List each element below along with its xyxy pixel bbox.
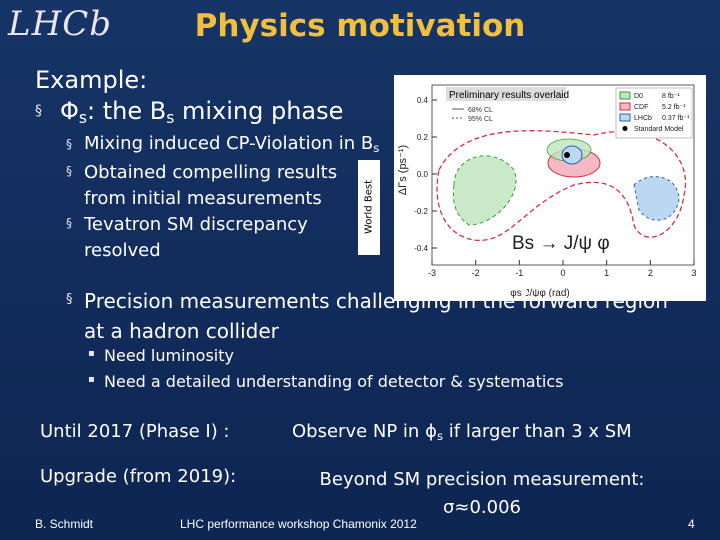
text: if larger than 3 x SM <box>443 421 632 442</box>
bullet: ▪ <box>88 348 95 359</box>
y-tick-label: 0.2 <box>417 133 429 142</box>
banner-bg <box>446 87 566 101</box>
text: s <box>373 140 380 155</box>
x-tick-label: 1 <box>604 268 609 278</box>
goal-what: Observe NP in ϕs if larger than 3 x SM <box>292 421 632 443</box>
y-tick-label: 0.4 <box>417 96 429 105</box>
y-tick-label: 0.0 <box>417 170 429 179</box>
channel-label: Bs → J/ψ φ <box>512 233 610 254</box>
sub-bullet: Obtained compelling results from initial… <box>84 162 338 209</box>
goal-when: Upgrade (from 2019): <box>40 466 237 487</box>
legend-marker <box>622 126 628 131</box>
contour <box>633 176 680 221</box>
text: : the B <box>87 97 167 125</box>
sub-bullet: Mixing induced CP-Violation in Bs <box>84 133 379 155</box>
legend-lumi: 8 fb⁻¹ <box>662 93 680 100</box>
legend: D0 8 fb⁻¹ CDF 5.2 fb⁻¹ LHCb 0.37 fb⁻¹ Standard… <box>619 91 690 133</box>
y-tick-label: -0.4 <box>414 244 428 253</box>
legend-label: Standard Model <box>634 126 684 133</box>
x-tick-label: -2 <box>472 268 480 278</box>
x-axis-label: φs J/ψφ (rad) <box>510 288 570 299</box>
legend-label: LHCb <box>634 115 652 122</box>
banner: Preliminary results overlaid <box>449 90 569 101</box>
cl-label: 95% CL <box>468 116 493 123</box>
ticks: 0.4 0.2 0.0 -0.2 -0.4 -3 -2 -1 0 1 2 3 <box>414 96 696 278</box>
logo: LHCb <box>8 4 113 44</box>
x-tick-label: 0 <box>560 268 565 278</box>
sm-marker <box>564 152 570 158</box>
bullet: § <box>35 103 42 119</box>
x-tick-label: 3 <box>691 268 696 278</box>
page-number: 4 <box>688 517 695 531</box>
bullet: § <box>66 292 73 307</box>
legend-lumi: 0.37 fb⁻¹ <box>662 115 690 122</box>
side-label-box: World Best <box>358 160 380 255</box>
legend-lumi: 5.2 fb⁻¹ <box>662 104 686 111</box>
legend-swatch <box>619 91 631 100</box>
y-axis-label: ΔΓs (ps⁻¹) <box>397 145 409 195</box>
x-tick-label: 2 <box>648 268 653 278</box>
legend-swatch <box>619 113 631 122</box>
text: s <box>78 108 88 127</box>
bullet: ▪ <box>88 374 95 385</box>
example-heading: Example: <box>35 66 148 94</box>
topic: Φs: the Bs mixing phase <box>60 97 343 127</box>
cl-label: 68% CL <box>468 107 493 114</box>
goal-what: Beyond SM precision measurement: σ≈0.006 <box>319 469 645 518</box>
side-label: World Best <box>363 180 375 234</box>
x-tick-label: -3 <box>428 268 436 278</box>
text: Observe NP in ϕ <box>292 421 437 442</box>
footer-author: B. Schmidt <box>35 517 94 531</box>
legend-label: D0 <box>634 93 643 100</box>
y-tick-label: -0.2 <box>414 207 428 216</box>
sub-bullet: Tevatron SM discrepancy resolved <box>84 214 308 261</box>
slide-title: Physics motivation <box>194 8 526 44</box>
text: Φ <box>60 97 79 125</box>
text: s <box>166 108 175 127</box>
goal-when: Until 2017 (Phase I) : <box>40 421 230 442</box>
main-bullet: Precision measurements challenging in th… <box>84 289 668 343</box>
text: mixing phase <box>174 97 344 125</box>
small-bullet: Need luminosity <box>104 346 234 365</box>
contour <box>452 155 517 226</box>
bullet: § <box>66 137 72 151</box>
bullet: § <box>66 216 72 230</box>
small-bullet: Need a detailed understanding of detecto… <box>104 372 564 391</box>
text: s <box>436 428 444 443</box>
legend-swatch <box>619 102 631 111</box>
figure: Preliminary results overlaid 68% CL 95% … <box>394 75 706 301</box>
legend-label: CDF <box>634 104 648 111</box>
text: Mixing induced CP-Violation in B <box>84 133 374 154</box>
bullet: § <box>66 164 72 178</box>
contour <box>436 130 687 241</box>
footer-event: LHC performance workshop Chamonix 2012 <box>180 517 417 531</box>
contour <box>561 145 583 165</box>
x-tick-label: -1 <box>515 268 523 278</box>
